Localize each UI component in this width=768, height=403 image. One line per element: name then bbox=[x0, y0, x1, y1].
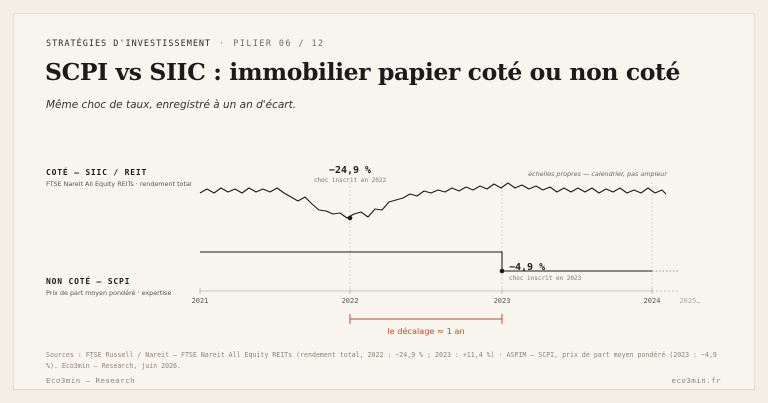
kicker: STRATÉGIES D'INVESTISSEMENT · PILIER 06 / … bbox=[46, 39, 325, 49]
x-tick-2025: 2025… bbox=[679, 297, 700, 305]
pilier-label: PILIER 06 / 12 bbox=[233, 39, 325, 49]
x-tick-2022: 2022 bbox=[342, 297, 359, 305]
x-tick-2024: 2024 bbox=[644, 297, 661, 305]
x-tick-2021: 2021 bbox=[192, 297, 209, 305]
series-line-cote bbox=[199, 182, 667, 219]
x-tick-2023: 2023 bbox=[494, 297, 511, 305]
scale-note: échelles propres — calendrier, pas ample… bbox=[528, 170, 667, 178]
brand-credit: Eco3min — Research bbox=[46, 376, 136, 385]
subtitle: Même choc de taux, enregistré à un an d'… bbox=[46, 99, 297, 111]
kicker-separator: · bbox=[219, 39, 226, 49]
annotation-value-cote: −24,9 % bbox=[329, 165, 371, 176]
shock-marker-2023 bbox=[499, 268, 505, 274]
annotation-sublabel-cote: choc inscrit en 2022 bbox=[314, 177, 387, 184]
shock-marker-2022 bbox=[347, 215, 353, 221]
series-label-noncote: NON COTÉ — SCPI bbox=[46, 275, 130, 286]
annotation-value-noncote: −4,9 % bbox=[509, 262, 545, 273]
site-link[interactable]: eco3min.fr bbox=[671, 376, 721, 385]
series-sublabel-cote: FTSE Nareit All Equity REITs · rendement… bbox=[46, 180, 192, 188]
card-frame bbox=[13, 13, 755, 390]
series-label-cote: COTÉ — SIIC / REIT bbox=[46, 166, 147, 177]
lag-label: le décalage ≈ 1 an bbox=[387, 326, 464, 336]
sources: Sources : FTSE Russell / Nareit — FTSE N… bbox=[46, 351, 717, 370]
series-line-noncote bbox=[200, 251, 652, 272]
page-title: SCPI vs SIIC : immobilier papier coté ou… bbox=[45, 58, 681, 86]
annotation-sublabel-noncote: choc inscrit en 2023 bbox=[509, 275, 582, 282]
series-sublabel-noncote: Prix de part moyen pondéré · expertise bbox=[46, 289, 171, 297]
kicker-label: STRATÉGIES D'INVESTISSEMENT bbox=[46, 39, 212, 49]
